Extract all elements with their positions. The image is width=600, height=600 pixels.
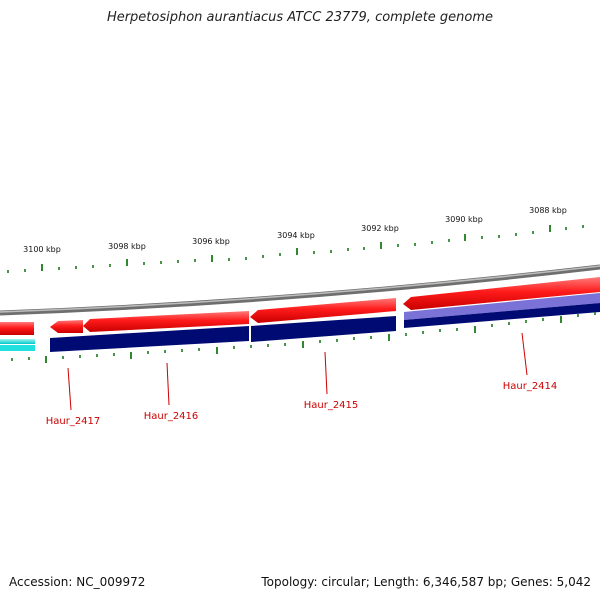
- forward-gene: [0, 322, 34, 335]
- gene-leader-line: [521, 332, 528, 376]
- genome-backbone: [0, 264, 600, 316]
- gene-label: Haur_2416: [144, 411, 199, 422]
- gene-leader-line: [324, 351, 328, 395]
- tick-label: 3096 kbp: [192, 237, 230, 246]
- cyan-feature-band: [0, 345, 35, 351]
- gene-label: Haur_2415: [304, 400, 359, 411]
- gene-label: Haur_2417: [46, 416, 101, 427]
- map-title: Herpetosiphon aurantiacus ATCC 23779, co…: [106, 10, 494, 25]
- inner-tick-ring: [11, 312, 596, 363]
- gene-leader-line: [166, 362, 170, 406]
- gene-label: Haur_2414: [503, 381, 558, 392]
- gene-labels: Haur_2417 Haur_2416 Haur_2415 Haur_2414: [46, 381, 558, 427]
- tick-label: 3100 kbp: [23, 245, 61, 254]
- reverse-gene: [251, 316, 396, 342]
- forward-gene: [403, 277, 600, 310]
- tick-label: 3092 kbp: [361, 224, 399, 233]
- reverse-strand: [50, 293, 600, 352]
- forward-gene: [50, 320, 83, 333]
- tick-label: 3090 kbp: [445, 215, 483, 224]
- gene-leaders: [67, 332, 528, 411]
- reverse-gene-light: [404, 293, 600, 320]
- reverse-gene: [50, 326, 249, 352]
- reverse-gene: [404, 303, 600, 328]
- genome-backbone-highlight: [0, 265, 600, 313]
- tick-label: 3088 kbp: [529, 206, 567, 215]
- gene-leader-line: [67, 367, 72, 411]
- accession-text: Accession: NC_009972: [9, 575, 146, 589]
- forward-gene: [83, 311, 249, 332]
- outer-tick-ring: [7, 225, 584, 273]
- tick-label: 3094 kbp: [277, 231, 315, 240]
- cyan-feature-band: [0, 339, 35, 344]
- tick-labels: 3100 kbp 3098 kbp 3096 kbp 3094 kbp 3092…: [23, 206, 567, 254]
- genome-summary-text: Topology: circular; Length: 6,346,587 bp…: [261, 575, 591, 589]
- forward-strand: [0, 277, 600, 335]
- cyan-feature: [0, 339, 35, 351]
- tick-label: 3098 kbp: [108, 242, 146, 251]
- forward-gene: [250, 298, 396, 323]
